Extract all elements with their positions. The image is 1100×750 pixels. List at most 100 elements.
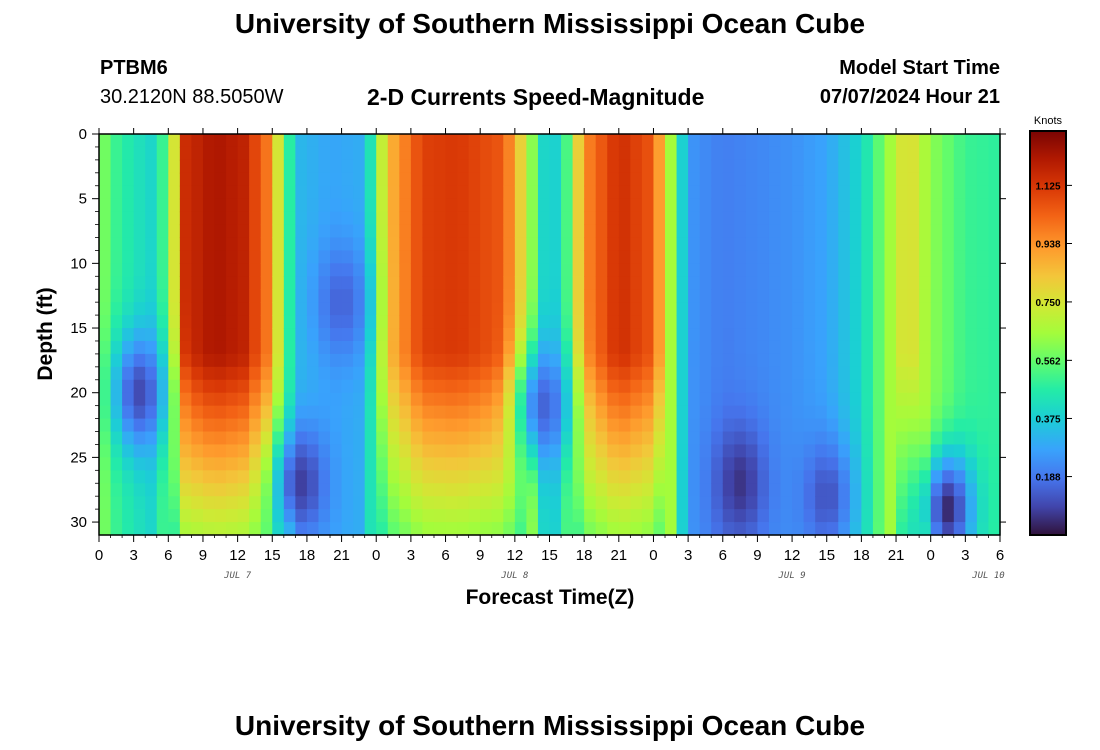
heatmap-cell: [364, 172, 377, 187]
heatmap-cell: [445, 470, 458, 484]
heatmap-cell: [387, 340, 400, 355]
heatmap-cell: [214, 276, 227, 290]
heatmap-cell: [699, 483, 712, 497]
heatmap-cell: [919, 211, 932, 226]
heatmap-cell: [341, 405, 354, 420]
heatmap-cell: [861, 431, 874, 446]
colorbar-tick-label: 0.938: [1035, 239, 1060, 250]
heatmap-cell: [202, 159, 216, 174]
heatmap-cell: [872, 496, 886, 510]
heatmap-cell: [861, 172, 874, 187]
heatmap-cell: [341, 159, 354, 174]
heatmap-cell: [445, 289, 458, 303]
heatmap-cell: [387, 224, 400, 239]
heatmap-cell: [133, 405, 146, 420]
heatmap-cell: [364, 211, 377, 226]
heatmap-cell: [202, 418, 216, 433]
heatmap-cell: [561, 379, 574, 394]
heatmap-cell: [399, 470, 412, 484]
heatmap-cell: [641, 315, 655, 329]
heatmap-cell: [803, 405, 816, 420]
heatmap-cell: [630, 237, 643, 252]
heatmap-cell: [872, 211, 886, 226]
heatmap-cell: [653, 289, 666, 303]
heatmap-cell: [907, 470, 920, 484]
heatmap-cell: [491, 198, 504, 213]
heatmap-cell: [179, 392, 193, 407]
heatmap-cell: [145, 509, 158, 523]
heatmap-cell: [445, 418, 458, 433]
heatmap-cell: [607, 457, 620, 471]
x-tick-label: 6: [996, 547, 1004, 564]
heatmap-cell: [537, 289, 551, 303]
heatmap-cell: [156, 172, 169, 187]
heatmap-cell: [214, 315, 227, 329]
heatmap-cell: [584, 289, 597, 303]
heatmap-cell: [364, 392, 377, 407]
heatmap-cell: [792, 470, 805, 484]
heatmap-cell: [260, 315, 273, 329]
heatmap-cell: [237, 263, 250, 277]
heatmap-cell: [872, 198, 886, 213]
heatmap-cell: [145, 276, 158, 290]
heatmap-cell: [330, 198, 343, 213]
heatmap-cell: [214, 263, 227, 277]
heatmap-cell: [722, 276, 735, 290]
heatmap-cell: [376, 444, 389, 458]
heatmap-cell: [919, 496, 932, 510]
heatmap-cell: [595, 522, 608, 536]
x-tick-label: 12: [784, 547, 801, 564]
heatmap-cell: [260, 405, 273, 420]
heatmap-cell: [202, 276, 216, 290]
heatmap-cell: [468, 353, 481, 368]
heatmap-cell: [653, 224, 666, 239]
heatmap-cell: [122, 315, 135, 329]
heatmap-cell: [330, 159, 343, 174]
heatmap-cell: [318, 315, 331, 329]
heatmap-cell: [630, 172, 643, 187]
heatmap-cell: [549, 185, 562, 200]
heatmap-cell: [653, 366, 666, 381]
heatmap-cell: [976, 405, 990, 420]
heatmap-cell: [249, 431, 262, 446]
heatmap-cell: [283, 353, 296, 368]
heatmap-cell: [376, 405, 389, 420]
x-tick-label: 15: [264, 547, 281, 564]
heatmap-cell: [826, 470, 839, 484]
heatmap-cell: [330, 431, 343, 446]
heatmap-cell: [919, 431, 932, 446]
heatmap-cell: [491, 328, 504, 342]
heatmap-cell: [953, 289, 966, 303]
heatmap-cell: [330, 237, 343, 252]
heatmap-cell: [907, 340, 920, 355]
heatmap-cell: [330, 302, 343, 316]
heatmap-cell: [768, 418, 782, 433]
heatmap-cell: [306, 315, 320, 329]
heatmap-cell: [226, 302, 239, 316]
heatmap-cell: [711, 146, 724, 161]
heatmap-cell: [503, 289, 516, 303]
heatmap-cell: [884, 146, 897, 161]
heatmap-cell: [99, 366, 112, 381]
heatmap-cell: [399, 392, 412, 407]
heatmap-cell: [849, 379, 862, 394]
heatmap-cell: [537, 522, 551, 536]
heatmap-cell: [549, 159, 562, 174]
heatmap-cell: [745, 470, 759, 484]
heatmap-cell: [306, 522, 320, 536]
heatmap-cell: [861, 379, 874, 394]
heatmap-cell: [133, 496, 146, 510]
heatmap-cell: [491, 483, 504, 497]
heatmap-cell: [896, 379, 909, 394]
heatmap-cell: [295, 172, 308, 187]
heatmap-cell: [433, 276, 447, 290]
heatmap-cell: [133, 146, 146, 161]
heatmap-cell: [491, 431, 504, 446]
heatmap-cell: [145, 431, 158, 446]
heatmap-cell: [445, 353, 458, 368]
heatmap-cell: [480, 340, 493, 355]
heatmap-cell: [480, 134, 493, 148]
heatmap-cell: [815, 237, 828, 252]
heatmap-cell: [214, 405, 227, 420]
heatmap-cell: [283, 405, 296, 420]
